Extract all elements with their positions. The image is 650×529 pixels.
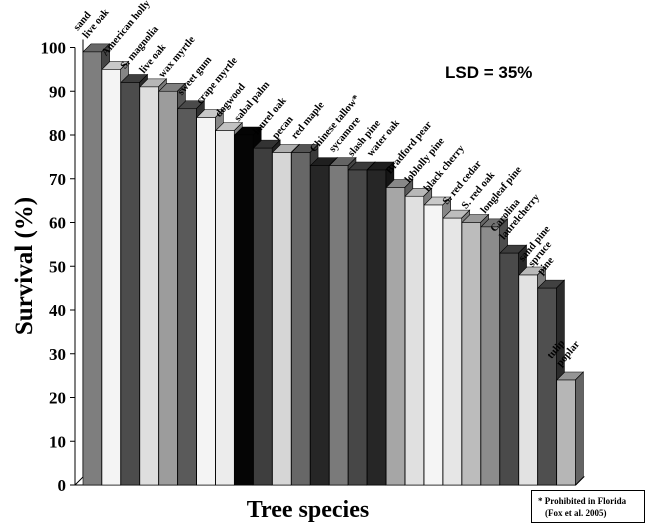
bar-side-face <box>575 371 584 486</box>
y-tick-label: 30 <box>49 345 66 364</box>
y-tick-label: 60 <box>49 214 66 233</box>
bar-front-face <box>404 195 425 486</box>
bar-front-face <box>177 108 197 486</box>
bar-front-face <box>499 252 519 486</box>
y-tick-label: 50 <box>49 257 66 276</box>
bar-front-face <box>537 287 557 486</box>
bar-front-face <box>234 134 254 486</box>
bar-front-face <box>461 222 481 486</box>
bar-front-face <box>480 226 500 486</box>
bar-front-face <box>347 169 368 486</box>
y-tick-label: 0 <box>58 476 67 495</box>
y-tick-label: 90 <box>49 82 66 101</box>
bar-front-face <box>196 117 216 486</box>
bar-front-face <box>253 147 273 486</box>
bar-front-face <box>310 165 330 486</box>
y-tick-label: 100 <box>41 39 67 58</box>
bar-front-face <box>329 165 349 486</box>
y-tick-labels: 0 10 20 30 40 50 60 70 80 90 100 <box>41 39 67 496</box>
y-axis-title: Survival (%) <box>11 197 38 335</box>
bar-front-face <box>139 86 159 486</box>
bar-front-face <box>158 90 178 486</box>
footnote-line-2: (Fox et al. 2005) <box>545 508 607 518</box>
y-tick-label: 40 <box>49 301 66 320</box>
y-tick-label: 80 <box>49 126 66 145</box>
bar-front-face <box>518 274 538 486</box>
y-tick-label: 70 <box>49 170 66 189</box>
bar-front-face <box>120 82 140 486</box>
bar-front-face <box>442 217 462 486</box>
bar-front-face <box>215 130 235 486</box>
bar-front-face <box>423 204 444 486</box>
footnote-line-1: * Prohibited in Florida <box>538 496 627 506</box>
category-label: sandlive oak <box>72 0 112 41</box>
lsd-annotation: LSD = 35% <box>445 63 532 82</box>
y-tick-label: 10 <box>49 432 66 451</box>
bar-front-face <box>82 51 102 486</box>
bar <box>556 371 585 486</box>
footnote-box: * Prohibited in Florida (Fox et al. 2005… <box>531 490 645 523</box>
bar-front-face <box>385 187 406 486</box>
bars <box>82 43 585 486</box>
x-axis-title: Tree species <box>247 497 369 523</box>
bar-front-face <box>291 152 311 486</box>
bar-front-face <box>101 69 121 486</box>
bar-front-face <box>556 379 576 486</box>
y-tick-label: 20 <box>49 389 66 408</box>
bar-front-face <box>272 152 292 486</box>
bar-front-face <box>366 169 387 486</box>
